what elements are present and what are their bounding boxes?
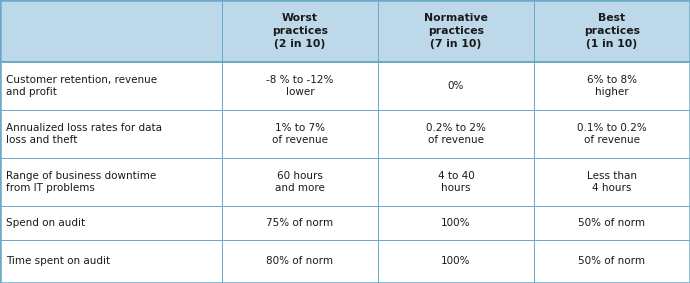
Bar (0, 110, 222, 158)
Text: 100%: 100% (441, 218, 471, 228)
Text: 0.1% to 0.2%
of revenue: 0.1% to 0.2% of revenue (577, 123, 647, 145)
Text: Best
practices
(1 in 10): Best practices (1 in 10) (584, 13, 640, 49)
Bar (222, 158, 378, 206)
Bar (378, 110, 534, 158)
Text: Spend on audit: Spend on audit (6, 218, 85, 228)
Bar (534, 62, 690, 110)
Bar (378, 158, 534, 206)
Bar (222, 0, 378, 62)
Bar (534, 0, 690, 62)
Bar (378, 62, 534, 110)
Bar (534, 240, 690, 283)
Bar (222, 206, 378, 240)
Text: 1% to 7%
of revenue: 1% to 7% of revenue (272, 123, 328, 145)
Text: 100%: 100% (441, 256, 471, 267)
Text: Annualized loss rates for data
loss and theft: Annualized loss rates for data loss and … (6, 123, 162, 145)
Bar (0, 0, 222, 62)
Text: 80% of norm: 80% of norm (266, 256, 333, 267)
Text: 50% of norm: 50% of norm (578, 218, 646, 228)
Text: Time spent on audit: Time spent on audit (6, 256, 110, 267)
Text: 75% of norm: 75% of norm (266, 218, 333, 228)
Bar (222, 240, 378, 283)
Text: 0.2% to 2%
of revenue: 0.2% to 2% of revenue (426, 123, 486, 145)
Bar (378, 206, 534, 240)
Bar (378, 240, 534, 283)
Text: 50% of norm: 50% of norm (578, 256, 646, 267)
Bar (534, 206, 690, 240)
Text: Worst
practices
(2 in 10): Worst practices (2 in 10) (272, 13, 328, 49)
Text: Customer retention, revenue
and profit: Customer retention, revenue and profit (6, 75, 157, 97)
Bar (222, 110, 378, 158)
Bar (378, 0, 534, 62)
Text: 0%: 0% (448, 81, 464, 91)
Text: 6% to 8%
higher: 6% to 8% higher (587, 75, 637, 97)
Bar (222, 62, 378, 110)
Text: Less than
4 hours: Less than 4 hours (587, 171, 637, 193)
Bar (0, 158, 222, 206)
Text: -8 % to -12%
lower: -8 % to -12% lower (266, 75, 334, 97)
Text: Range of business downtime
from IT problems: Range of business downtime from IT probl… (6, 171, 156, 193)
Bar (0, 62, 222, 110)
Text: Normative
practices
(7 in 10): Normative practices (7 in 10) (424, 13, 488, 49)
Bar (0, 206, 222, 240)
Bar (0, 240, 222, 283)
Bar (534, 158, 690, 206)
Bar (534, 110, 690, 158)
Text: 4 to 40
hours: 4 to 40 hours (437, 171, 475, 193)
Text: 60 hours
and more: 60 hours and more (275, 171, 325, 193)
